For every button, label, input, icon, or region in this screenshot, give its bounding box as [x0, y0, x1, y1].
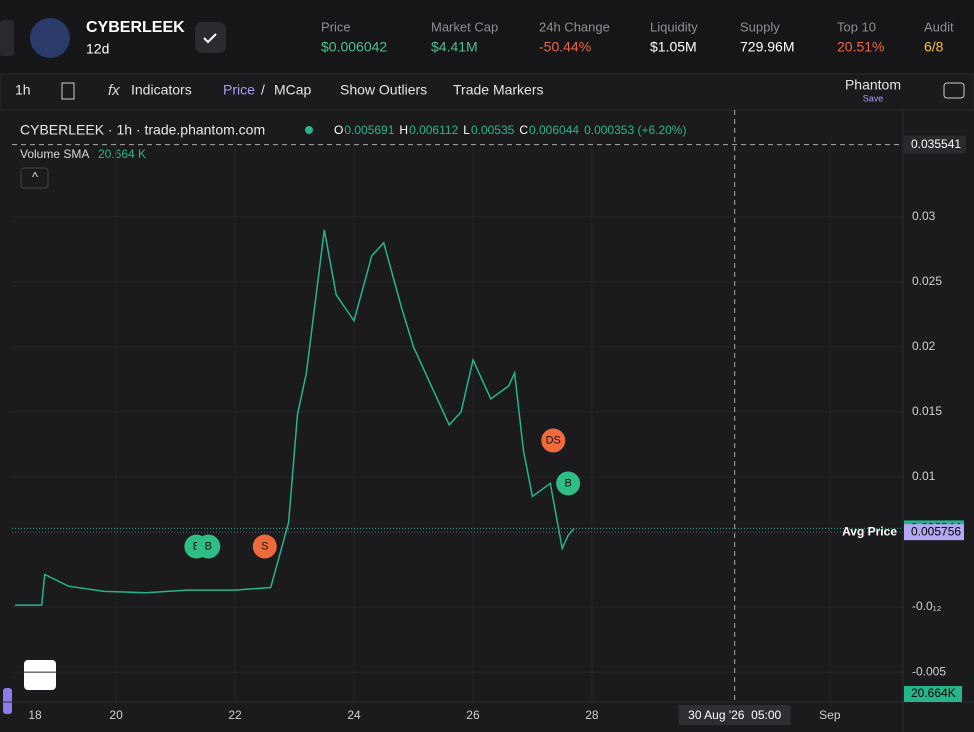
y-tick-label: 0.015	[912, 404, 942, 418]
ohlc-value: 0.006112	[409, 123, 458, 137]
crosshair-time-badge	[678, 705, 791, 725]
stat-label: Market Cap	[431, 19, 498, 34]
x-tick-label: 24	[347, 708, 361, 722]
ohlc-key: H	[399, 123, 408, 137]
trade-marker	[196, 534, 221, 559]
x-tick-label: 22	[228, 708, 242, 722]
layout-save[interactable]: Save	[863, 93, 884, 103]
x-tick-label: 26	[466, 708, 480, 722]
collapse-legend[interactable]	[20, 167, 49, 189]
y-tick-label: -0.005	[912, 664, 946, 678]
avg-price-name: Avg Price	[842, 524, 897, 538]
stat-label: 24h Change	[539, 19, 610, 34]
x-tick-label: Sep	[819, 708, 841, 722]
volume-label: Volume SMA	[20, 147, 89, 161]
side-toggle[interactable]	[3, 688, 12, 714]
stat-label: Price	[321, 19, 351, 34]
stat-value: $1.05M	[650, 39, 697, 55]
toolbar	[0, 73, 974, 111]
token-name: CYBERLEEK	[86, 19, 185, 36]
ohlc-change: 0.000353 (+6.20%)	[584, 123, 686, 137]
stat-value: -50.44%	[539, 39, 591, 55]
header-bar	[0, 0, 974, 74]
ohlc-key: L	[463, 123, 470, 137]
y-tick-label: 0.01	[912, 469, 936, 483]
token-age: 12d	[86, 41, 109, 57]
price-toggle[interactable]: Price	[223, 82, 255, 98]
crosshair-price-badge	[904, 135, 966, 154]
stat-value: 6/8	[924, 39, 944, 55]
y-tick-label: 0.025	[912, 274, 942, 288]
trade-markers-button[interactable]: Trade Markers	[453, 82, 544, 98]
volume-badge-text: 20.664K	[911, 686, 956, 700]
stat-value: 20.51%	[837, 39, 884, 55]
token-avatar	[30, 18, 70, 58]
crosshair-price: 0.035541	[911, 137, 961, 151]
y-tick-label: 0.03	[912, 209, 936, 223]
collapse-button[interactable]	[0, 20, 14, 56]
check-icon	[203, 33, 217, 44]
ohlc-value: 0.006044	[529, 123, 579, 137]
stat-label: Audit	[924, 19, 954, 34]
volume-badge	[904, 686, 962, 702]
trade-marker	[556, 471, 581, 496]
ohlc-key: C	[519, 123, 528, 137]
screenshot-button[interactable]	[943, 82, 965, 99]
interval-button[interactable]: 1h	[15, 82, 31, 98]
y-tick-label: 0.02	[912, 339, 936, 353]
avg-price-badge	[904, 524, 964, 541]
trade-marker	[541, 428, 566, 453]
x-tick-label: 28	[585, 708, 599, 722]
indicators-button[interactable]: Indicators	[131, 82, 192, 98]
trade-marker	[252, 534, 277, 559]
x-tick-label: 20	[109, 708, 123, 722]
x-tick-label: 18	[28, 708, 42, 722]
verify-button[interactable]	[195, 22, 226, 53]
ohlc-value: 0.005691	[344, 123, 394, 137]
y-tick-label: -0.0₁₂	[912, 599, 942, 613]
fx-icon: fx	[108, 82, 120, 99]
stat-value: 729.96M	[740, 39, 794, 55]
trade-marker-label: B	[205, 540, 212, 552]
stat-label: Liquidity	[650, 19, 698, 34]
stat-label: Supply	[740, 19, 780, 34]
avg-price-value: 0.005756	[911, 524, 961, 538]
layout-name[interactable]: Phantom	[845, 77, 901, 93]
ohlc-key: O	[334, 123, 343, 137]
mcap-toggle[interactable]: MCap	[274, 82, 312, 98]
crosshair-time: 30 Aug '26 05:00	[688, 708, 781, 722]
legend-symbol: CYBERLEEK · 1h · trade.phantom.com	[20, 122, 265, 138]
stat-value: $0.006042	[321, 39, 387, 55]
trade-marker-label: S	[261, 540, 268, 552]
toggle-separator: /	[261, 82, 265, 98]
live-dot	[305, 126, 313, 134]
candle-type-icon[interactable]	[61, 82, 75, 100]
volume-value: 20.664 K	[98, 147, 146, 161]
price-line	[15, 229, 575, 606]
stat-value: $4.41M	[431, 39, 478, 55]
trade-marker-label: DS	[546, 434, 561, 446]
ohlc-value: 0.00535	[471, 123, 515, 137]
stat-label: Top 10	[837, 19, 876, 34]
outliers-button[interactable]: Show Outliers	[340, 82, 427, 98]
trade-marker-label: B	[564, 477, 571, 489]
tv-logo	[24, 660, 56, 690]
collapse-arrow: ^	[32, 169, 39, 184]
